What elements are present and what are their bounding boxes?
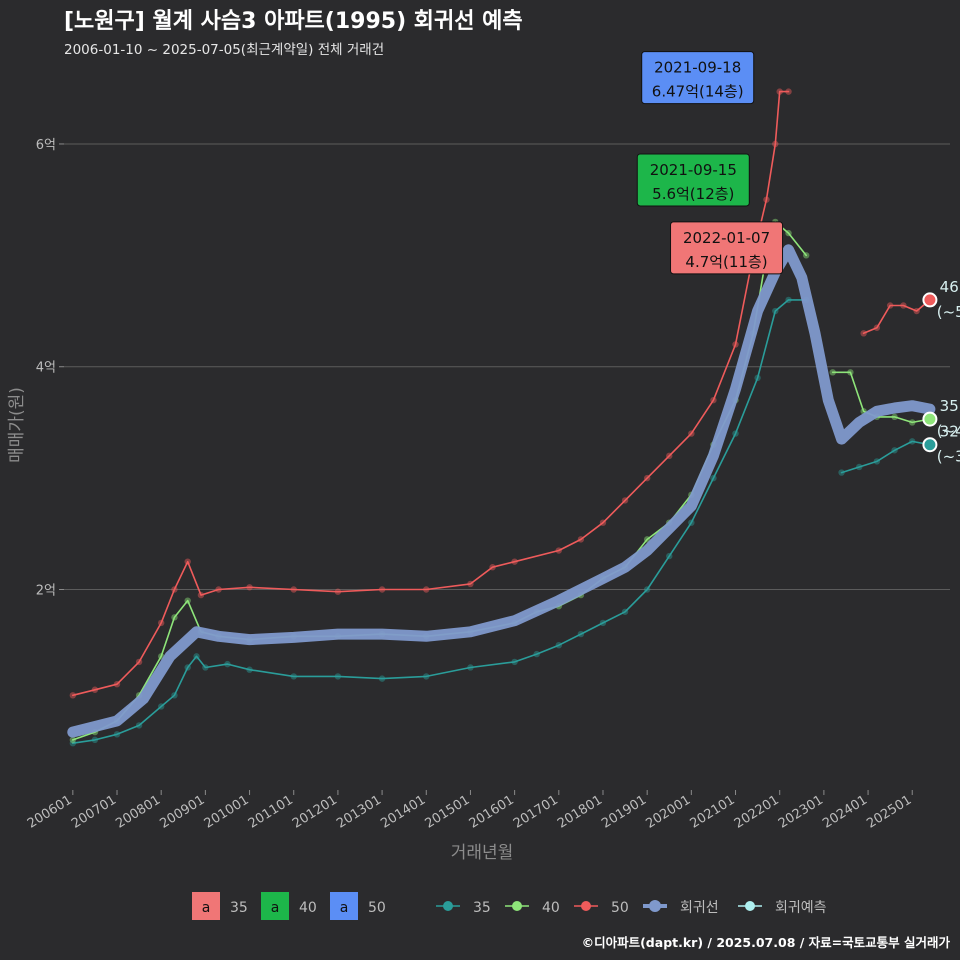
line-legend-item-50: 50 — [574, 900, 629, 916]
y-tick-label: 6억 — [36, 138, 56, 153]
callout-date: 2021-09-15 — [650, 161, 737, 179]
callout-date: 2022-01-07 — [683, 229, 770, 247]
line-legend-label: 40 — [542, 900, 560, 916]
series-35 — [69, 296, 934, 747]
callout-50: 2021-09-18 6.47억(14층) — [641, 51, 755, 105]
chart-subtitle: 2006-01-10 ~ 2025-07-05(최근계약일) 전체 거래건 — [64, 42, 384, 58]
callout-value: 4.7억(11층) — [685, 253, 767, 271]
end-marker-40 — [922, 411, 938, 427]
chart-title: [노원구] 월계 사슴3 아파트(1995) 회귀선 예측 — [64, 9, 523, 34]
y-tick-label: 4억 — [36, 361, 56, 376]
callouts: 2021-09-186.47억(14층)2021-09-155.6억(12층)2… — [636, 51, 784, 275]
x-tick-label: 201801 — [555, 793, 605, 832]
fill-legend-item-40: a 40 — [261, 892, 317, 920]
x-axis: 2006012007012008012009012010012011012012… — [25, 790, 914, 832]
y-axis-title: 매매가(원) — [7, 387, 27, 463]
series-line — [72, 90, 931, 697]
series-회귀선 — [67, 244, 936, 738]
line-legend-dot — [581, 901, 591, 911]
line-legend-label: 35 — [473, 900, 491, 916]
x-tick-label: 200901 — [157, 793, 207, 832]
series-line — [67, 244, 936, 738]
series-line — [72, 299, 931, 744]
x-tick-label: 202201 — [732, 793, 782, 832]
end-value-label: 32,950 — [940, 423, 960, 441]
end-area-label: (~50㎡) — [937, 303, 960, 321]
series-50 — [69, 88, 934, 699]
end-marker-35 — [922, 437, 938, 453]
x-tick-label: 201001 — [202, 793, 252, 832]
fill-legend-label: 40 — [299, 900, 317, 916]
x-tick-label: 201301 — [334, 793, 384, 832]
x-tick-label: 201601 — [467, 793, 517, 832]
x-tick-label: 201201 — [290, 793, 340, 832]
callout-35: 2022-01-07 4.7억(11층) — [670, 221, 784, 275]
end-labels: 32,950 (~35㎡) 35,331 (~40㎡) 46,000 (~50㎡) — [922, 278, 960, 466]
fill-legend-glyph: a — [202, 900, 211, 916]
fill-legend-key — [330, 892, 358, 920]
x-tick-label: 201701 — [511, 793, 561, 832]
line-legend-label: 50 — [611, 900, 629, 916]
x-tick-label: 201501 — [423, 793, 473, 832]
fill-legend-item-35: a 35 — [192, 892, 248, 920]
x-tick-label: 201101 — [246, 793, 296, 832]
y-tick-label: 2억 — [36, 584, 56, 599]
x-tick-label: 201401 — [378, 793, 428, 832]
legend: a 35 a 40 a 50 35 40 50 회귀선 회귀예측 — [192, 892, 827, 920]
fill-legend-label: 50 — [368, 900, 386, 916]
callout-box — [670, 221, 784, 275]
grid — [64, 143, 950, 591]
fill-legend-glyph: a — [340, 900, 349, 916]
callout-date: 2021-09-18 — [654, 59, 741, 77]
callout-box — [641, 51, 755, 105]
callout-40: 2021-09-15 5.6억(12층) — [636, 153, 750, 207]
x-tick-label: 202501 — [864, 793, 914, 832]
line-legend-dot — [649, 900, 661, 912]
series-layer — [67, 88, 936, 747]
line-legend-item-35: 35 — [436, 900, 491, 916]
x-tick-label: 201901 — [599, 793, 649, 832]
end-area-label: (~35㎡) — [937, 448, 960, 466]
end-value-label: 46,000 — [940, 278, 960, 296]
line-legend-dot — [443, 901, 453, 911]
fill-legend-key — [192, 892, 220, 920]
footer-credit: ©디아파트(dapt.kr) / 2025.07.08 / 자료=국토교통부 실… — [582, 935, 951, 950]
line-legend-dot — [512, 901, 522, 911]
x-tick-label: 202301 — [776, 793, 826, 832]
x-tick-label: 202001 — [643, 793, 693, 832]
line-legend-label: 회귀선 — [680, 900, 719, 916]
callout-value: 5.6억(12층) — [652, 185, 734, 203]
callout-value: 6.47억(14층) — [652, 83, 744, 101]
fill-legend-item-50: a 50 — [330, 892, 386, 920]
x-axis-title: 거래년월 — [451, 843, 514, 863]
line-legend-item-회귀예측: 회귀예측 — [738, 900, 827, 916]
line-legend-item-회귀선: 회귀선 — [643, 900, 719, 916]
fill-legend-glyph: a — [271, 900, 280, 916]
line-legend-label: 회귀예측 — [775, 900, 827, 916]
fill-legend-label: 35 — [230, 900, 248, 916]
fill-legend-key — [261, 892, 289, 920]
x-tick-label: 200601 — [25, 793, 75, 832]
x-tick-label: 202401 — [820, 793, 870, 832]
y-axis: 2억 4억 6억 — [36, 138, 64, 599]
end-area-label: (~40㎡) — [937, 422, 960, 440]
x-tick-label: 200701 — [69, 793, 119, 832]
end-marker-50 — [922, 292, 938, 308]
line-legend-item-40: 40 — [505, 900, 560, 916]
end-value-label: 35,331 — [940, 397, 960, 415]
x-tick-label: 200801 — [113, 793, 163, 832]
callout-box — [636, 153, 750, 207]
x-tick-label: 202101 — [688, 793, 738, 832]
line-legend-dot — [745, 901, 755, 911]
